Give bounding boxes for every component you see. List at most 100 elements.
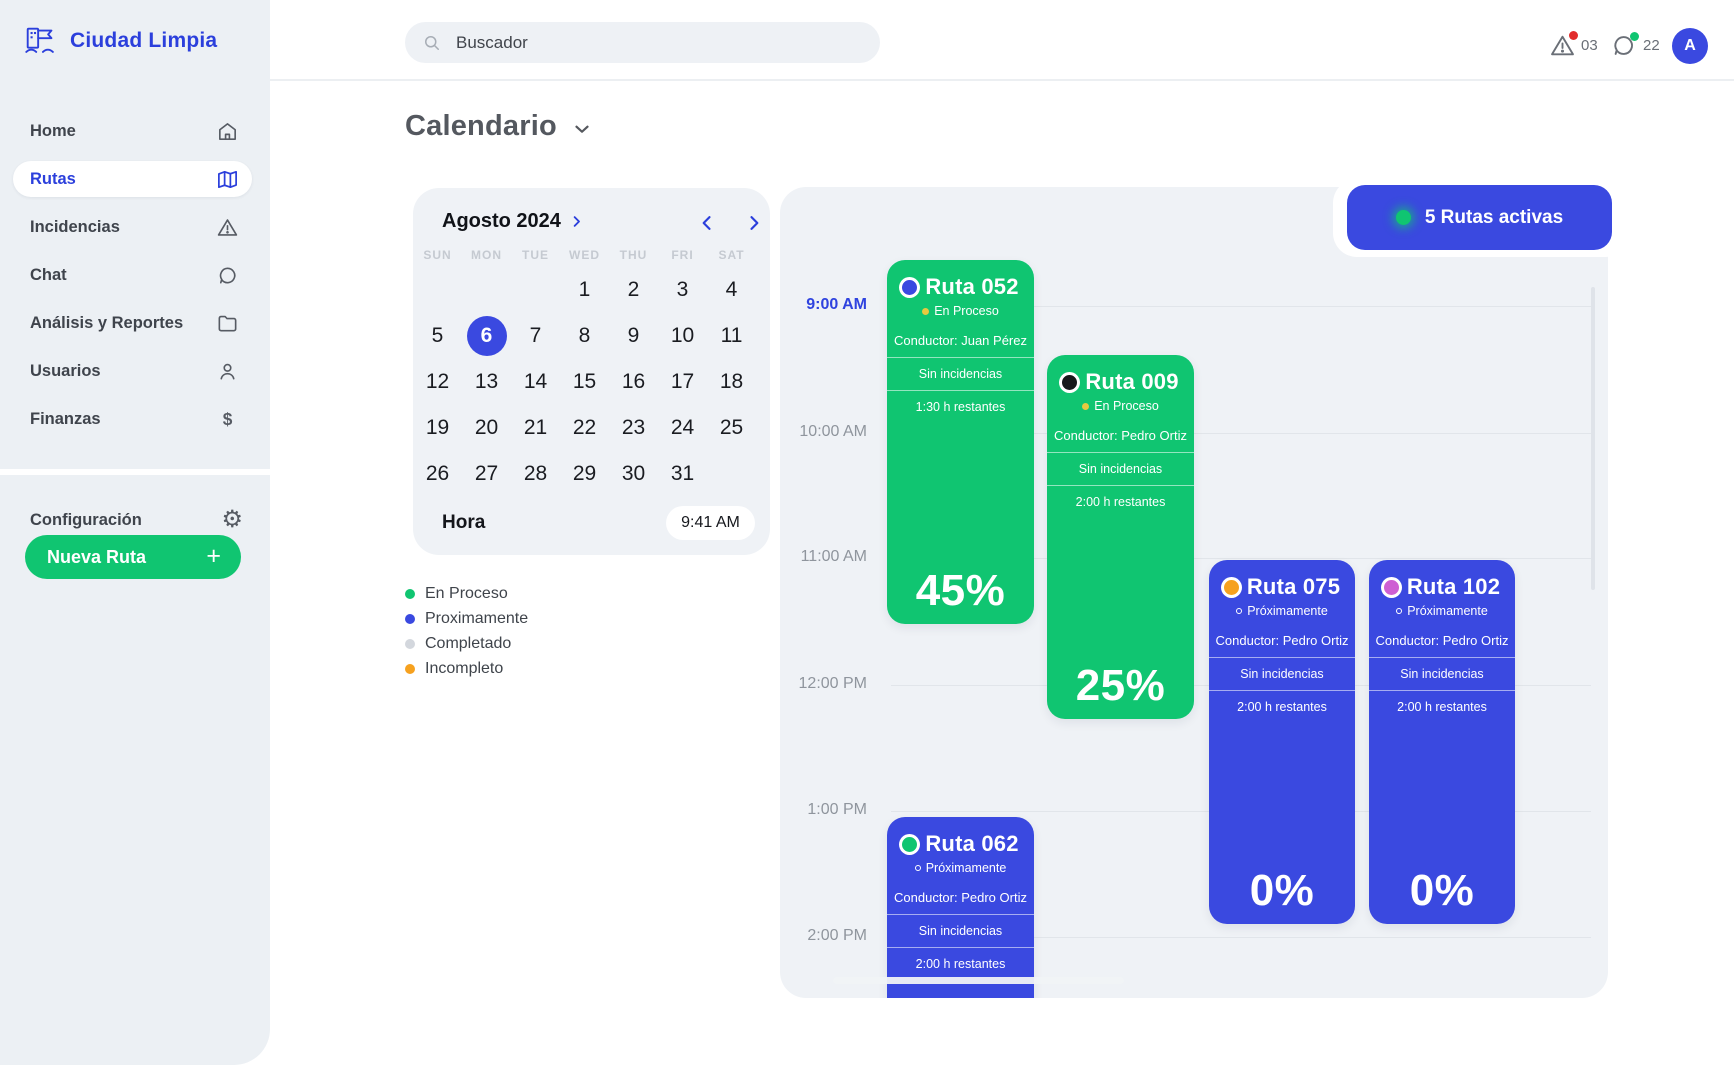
alerts-button[interactable] <box>1549 31 1578 59</box>
calendar-month-selector[interactable]: Agosto 2024 <box>442 210 584 233</box>
card-divider <box>1047 485 1194 486</box>
sidebar-item-usuarios[interactable]: Usuarios <box>13 347 252 395</box>
vertical-scrollbar[interactable] <box>1591 287 1595 590</box>
alerts-count: 03 <box>1581 37 1598 54</box>
timeline-gridline <box>891 306 1591 307</box>
route-status-dot <box>902 279 918 295</box>
calendar-weekday: WED <box>569 248 600 262</box>
timeline-gridline <box>891 558 1591 559</box>
calendar-day[interactable]: 18 <box>719 370 744 393</box>
sidebar-item-configuracion[interactable]: Configuración ⚙ <box>30 506 243 533</box>
card-divider <box>887 914 1034 915</box>
legend-item: Completado <box>405 631 528 656</box>
calendar-day[interactable]: 14 <box>523 370 548 393</box>
calendar-day[interactable]: 28 <box>523 462 548 485</box>
sidebar-item-incidencias[interactable]: Incidencias <box>13 203 252 251</box>
calendar-day[interactable]: 3 <box>676 278 689 301</box>
route-status-dot <box>1223 579 1239 595</box>
route-card-075[interactable]: Ruta 075 Próximamente Conductor: Pedro O… <box>1209 560 1355 924</box>
chevron-right-icon <box>569 214 584 229</box>
calendar-weekday: SAT <box>718 248 745 262</box>
sidebar-item-chat[interactable]: Chat <box>13 251 252 299</box>
route-progress: 45% <box>915 566 1006 615</box>
calendar-day[interactable]: 25 <box>719 416 744 439</box>
calendar-weekday: SUN <box>423 248 452 262</box>
active-dot-icon <box>1395 210 1411 225</box>
page-title: Calendario <box>405 110 557 142</box>
calendar-day[interactable]: 24 <box>670 416 695 439</box>
avatar[interactable]: A <box>1672 28 1708 64</box>
calendar-day[interactable]: 6 <box>466 316 507 356</box>
calendar-day[interactable]: 26 <box>425 462 450 485</box>
timeline-hour-label: 2:00 PM <box>807 927 867 944</box>
sidebar-item-rutas[interactable]: Rutas <box>13 155 252 203</box>
calendar-day[interactable]: 1 <box>578 278 591 301</box>
legend-item: En Proceso <box>405 581 528 606</box>
calendar-day[interactable]: 23 <box>621 416 646 439</box>
route-status: Próximamente <box>1369 604 1515 618</box>
dollar-icon: $ <box>216 408 239 431</box>
calendar-day[interactable]: 21 <box>523 416 548 439</box>
card-divider <box>1369 657 1515 658</box>
chevron-down-icon <box>571 118 593 140</box>
calendar-weekday: THU <box>619 248 648 262</box>
route-conductor: Conductor: Pedro Ortiz <box>894 890 1027 905</box>
calendar-day[interactable]: 13 <box>474 370 499 393</box>
calendar-day[interactable]: 15 <box>572 370 597 393</box>
route-card-062[interactable]: Ruta 062 Próximamente Conductor: Pedro O… <box>887 817 1034 998</box>
gear-icon: ⚙ <box>221 506 243 533</box>
schedule-panel: 9:00 AM 10:00 AM 11:00 AM 12:00 PM 1:00 PM 2:… <box>780 187 1608 998</box>
calendar-day[interactable]: 2 <box>627 278 640 301</box>
calendar-day-empty <box>516 270 556 310</box>
route-progress: 0% <box>1249 866 1315 915</box>
route-conductor: Conductor: Pedro Ortiz <box>1215 633 1349 648</box>
calendar-day[interactable]: 8 <box>578 324 591 347</box>
calendar-day[interactable]: 10 <box>670 324 695 347</box>
calendar-day[interactable]: 4 <box>725 278 738 301</box>
route-card-009[interactable]: Ruta 009 En Proceso Conductor: Pedro Ort… <box>1047 355 1194 719</box>
timeline-hour-label: 12:00 PM <box>798 675 867 692</box>
legend-label: En Proceso <box>425 584 508 602</box>
route-status-dot <box>1383 579 1399 595</box>
sidebar-item-analisis-reportes[interactable]: Análisis y Reportes <box>13 299 252 347</box>
calendar-day[interactable]: 9 <box>627 324 640 347</box>
calendar-day[interactable]: 27 <box>474 462 499 485</box>
legend-label: Completado <box>425 634 512 652</box>
route-status: En Proceso <box>887 304 1034 318</box>
sidebar-item-finanzas[interactable]: Finanzas $ <box>13 395 252 443</box>
route-card-052[interactable]: Ruta 052 En Proceso Conductor: Juan Pére… <box>887 260 1034 624</box>
route-incidents: Sin incidencias <box>918 367 1003 381</box>
calendar-day[interactable]: 16 <box>621 370 646 393</box>
calendar-day[interactable]: 17 <box>670 370 695 393</box>
horizontal-scrollbar[interactable] <box>833 977 1124 984</box>
route-status: En Proceso <box>1047 399 1194 413</box>
calendar-day[interactable]: 20 <box>474 416 499 439</box>
search-input[interactable] <box>454 31 838 54</box>
time-value-pill[interactable]: 9:41 AM <box>666 506 755 540</box>
messages-button[interactable] <box>1610 32 1639 59</box>
calendar-day[interactable]: 7 <box>529 324 542 347</box>
calendar-day[interactable]: 29 <box>572 462 597 485</box>
route-card-102[interactable]: Ruta 102 Próximamente Conductor: Pedro O… <box>1369 560 1515 924</box>
calendar-day[interactable]: 11 <box>720 324 743 347</box>
legend-dot-icon <box>405 663 415 674</box>
new-route-button[interactable]: Nueva Ruta + <box>25 535 241 579</box>
brand[interactable]: Ciudad Limpia <box>22 22 217 60</box>
active-routes-button[interactable]: 5 Rutas activas <box>1347 185 1612 250</box>
calendar-next-button[interactable] <box>744 213 764 233</box>
legend-label: Incompleto <box>425 659 504 677</box>
calendar-day[interactable]: 31 <box>670 462 695 485</box>
sidebar-item-home[interactable]: Home <box>13 107 252 155</box>
calendar-weekday: FRI <box>671 248 694 262</box>
calendar-prev-button[interactable] <box>697 213 717 233</box>
calendar-day[interactable]: 19 <box>425 416 450 439</box>
card-divider <box>887 357 1034 358</box>
calendar-day[interactable]: 22 <box>572 416 597 439</box>
route-title: Ruta 052 <box>925 274 1019 299</box>
calendar-day[interactable]: 12 <box>425 370 450 393</box>
route-status-dot <box>1062 374 1078 390</box>
calendar-day[interactable]: 30 <box>621 462 646 485</box>
calendar-day[interactable]: 5 <box>431 324 444 347</box>
page-title-dropdown[interactable]: Calendario <box>405 110 593 143</box>
